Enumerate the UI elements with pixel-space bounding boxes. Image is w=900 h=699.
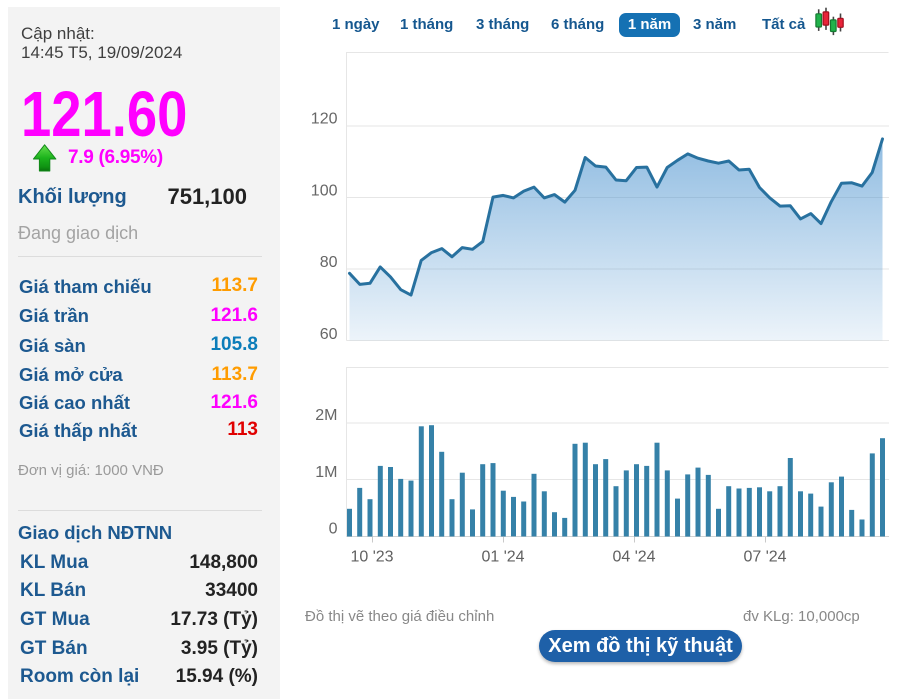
svg-text:01 '24: 01 '24 — [481, 549, 524, 566]
svg-text:04 '24: 04 '24 — [612, 549, 655, 566]
svg-text:1M: 1M — [315, 464, 337, 481]
svg-text:10 '23: 10 '23 — [350, 549, 393, 566]
svg-text:100: 100 — [311, 183, 338, 200]
svg-text:07 '24: 07 '24 — [743, 549, 786, 566]
svg-text:0: 0 — [329, 521, 338, 538]
svg-text:60: 60 — [320, 326, 338, 343]
svg-text:2M: 2M — [315, 407, 337, 424]
svg-text:120: 120 — [311, 111, 338, 128]
svg-text:80: 80 — [320, 254, 338, 271]
